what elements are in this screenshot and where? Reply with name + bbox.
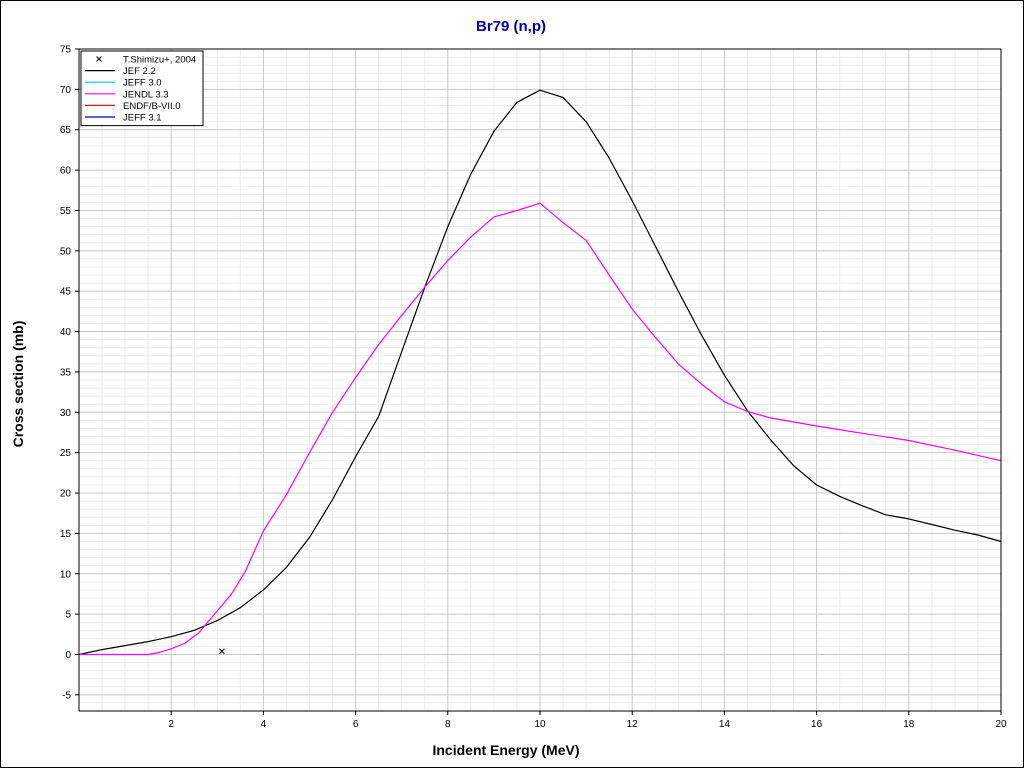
grid: [79, 48, 1002, 712]
x-tick-label: 4: [261, 719, 267, 730]
x-tick-label: 20: [995, 719, 1007, 730]
legend-entry: JEF 2.2: [85, 66, 156, 77]
y-tick-label: 15: [60, 529, 72, 540]
series-line-3: [79, 202, 1002, 656]
y-tick-label: 40: [60, 327, 72, 338]
legend-label: T.Shimizu+, 2004: [123, 55, 196, 66]
y-tick-label: 10: [60, 569, 72, 580]
chart-title: Br79 (n,p): [476, 18, 546, 35]
x-tick-label: 18: [903, 719, 915, 730]
legend-entry: JEFF 3.1: [85, 113, 162, 124]
series-layer: [78, 89, 1002, 656]
y-tick-label: 45: [60, 287, 72, 298]
scatter-point: [219, 648, 225, 655]
x-tick-label: 10: [534, 719, 546, 730]
x-tick-label: 14: [719, 719, 731, 730]
x-tick-label: 6: [353, 719, 359, 730]
axis-ticks: 2 4 6 8 10 12 14 16 18 20 -5 0 5 10 15 20 25 30 35 40 45 50 55…: [60, 45, 1007, 731]
y-tick-label: 0: [65, 650, 71, 661]
y-axis-label: Cross section (mb): [10, 321, 26, 448]
legend-label: JEFF 3.1: [123, 113, 162, 124]
y-tick-label: 70: [60, 85, 72, 96]
y-tick-label: 20: [60, 489, 72, 500]
y-tick-label: 25: [60, 448, 72, 459]
legend-label: JENDL 3.3: [123, 89, 169, 100]
legend-entry: JEFF 3.0: [85, 78, 162, 89]
x-tick-label: 16: [811, 719, 823, 730]
legend-label: JEF 2.2: [123, 66, 156, 77]
y-tick-label: 65: [60, 125, 72, 136]
y-tick-label: 50: [60, 246, 72, 257]
y-tick-label: 75: [60, 45, 72, 56]
x-tick-label: 12: [627, 719, 639, 730]
y-tick-label: -5: [62, 690, 71, 701]
legend-label: JEFF 3.0: [123, 78, 162, 89]
legend-entry: ENDF/B-VII.0: [85, 101, 181, 112]
legend-box: [80, 50, 204, 127]
series-line-1: [78, 89, 1002, 656]
legend-label: ENDF/B-VII.0: [123, 101, 181, 112]
y-tick-label: 5: [65, 610, 71, 621]
y-tick-label: 30: [60, 408, 72, 419]
x-axis-label: Incident Energy (MeV): [432, 742, 579, 758]
x-tick-label: 2: [168, 719, 174, 730]
x-tick-label: 8: [445, 719, 451, 730]
legend-entry: T.Shimizu+, 2004: [96, 55, 196, 66]
y-tick-label: 55: [60, 206, 72, 217]
y-tick-label: 35: [60, 367, 72, 378]
y-tick-label: 60: [60, 166, 72, 177]
legend-entry: JENDL 3.3: [85, 89, 169, 100]
legend-marker: [96, 56, 102, 62]
